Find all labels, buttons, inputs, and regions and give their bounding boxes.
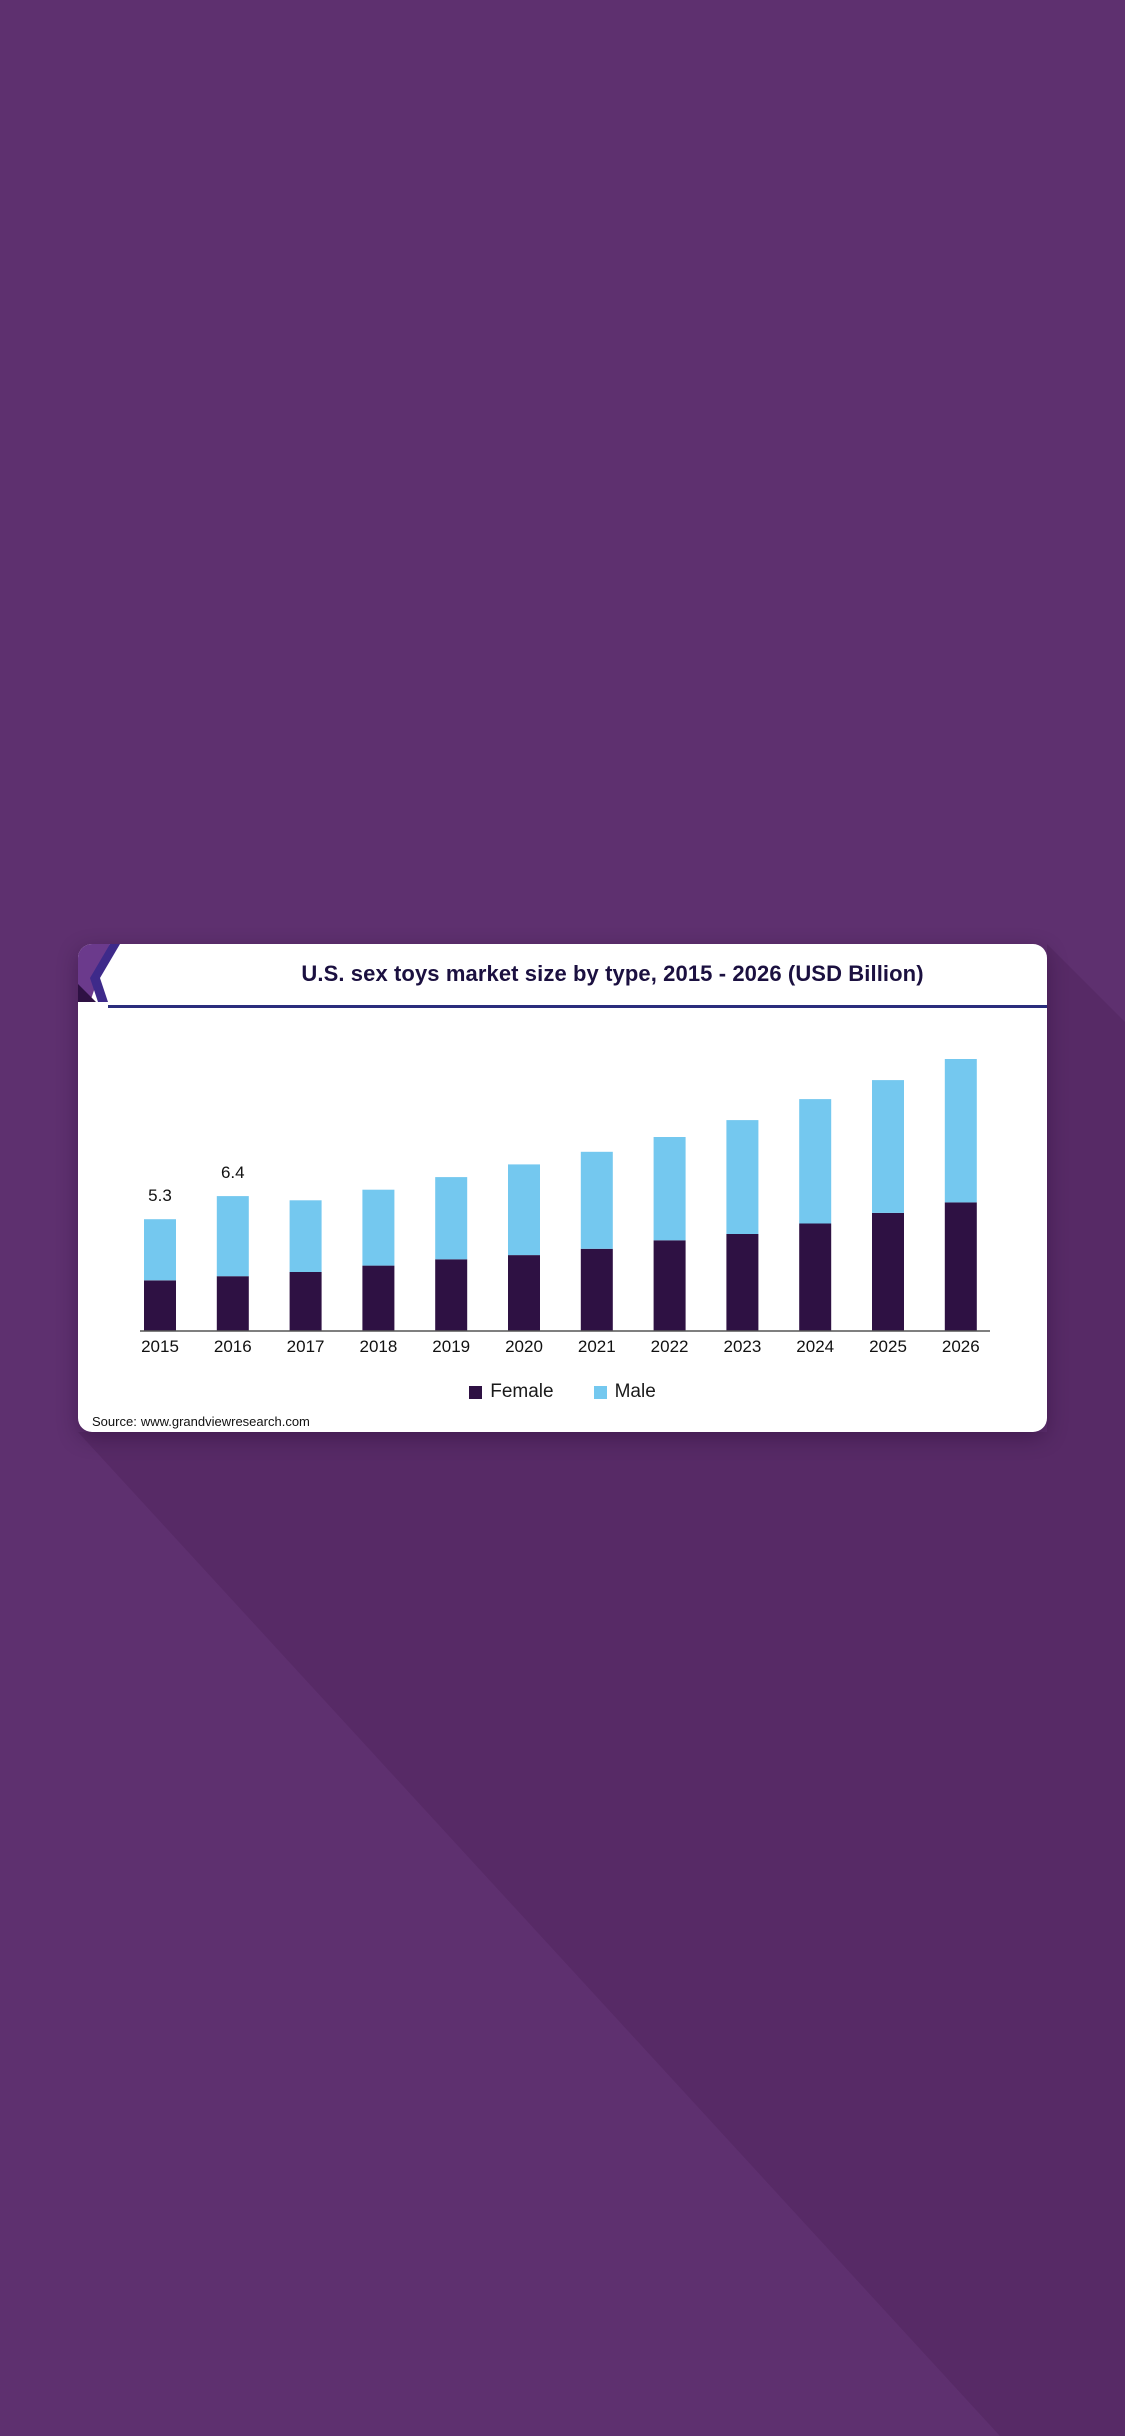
source-prefix: Source: xyxy=(92,1414,137,1429)
source-url: www.grandviewresearch.com xyxy=(140,1414,310,1429)
source-note: Source: www.grandviewresearch.com xyxy=(92,1414,310,1429)
header-corner-decoration xyxy=(78,944,120,1002)
bar-male-2015 xyxy=(144,1219,176,1281)
bar-male-2024 xyxy=(799,1099,832,1224)
x-tick-label-2021: 2021 xyxy=(578,1337,616,1356)
x-tick-label-2018: 2018 xyxy=(359,1337,397,1356)
bar-male-2026 xyxy=(944,1059,977,1203)
bars-layer xyxy=(144,1059,977,1331)
bar-male-2025 xyxy=(872,1080,904,1213)
legend-label-female: Female xyxy=(490,1381,554,1402)
data-label-2015: 5.3 xyxy=(148,1186,172,1205)
x-tick-label-2024: 2024 xyxy=(796,1337,834,1356)
bar-female-2018 xyxy=(362,1265,395,1331)
header-divider xyxy=(108,1005,1047,1008)
bar-male-2020 xyxy=(508,1164,540,1256)
chart-header: U.S. sex toys market size by type, 2015 … xyxy=(78,944,1047,1008)
bar-female-2016 xyxy=(216,1276,249,1331)
data-label-2016: 6.4 xyxy=(221,1163,245,1182)
bar-female-2019 xyxy=(435,1259,468,1331)
data-labels: 5.3 6.4 xyxy=(148,1163,244,1205)
bar-female-2020 xyxy=(508,1255,540,1331)
bar-female-2015 xyxy=(144,1280,176,1331)
x-tick-label-2026: 2026 xyxy=(942,1337,980,1356)
x-tick-label-2023: 2023 xyxy=(723,1337,761,1356)
bar-male-2017 xyxy=(289,1200,322,1272)
x-tick-label-2020: 2020 xyxy=(505,1337,543,1356)
chart-legend: Female Male xyxy=(78,1380,1047,1404)
stacked-bar-chart: 2015 2016 2017 2018 2019 2020 2021 2022 2023 2024… xyxy=(140,1059,990,1356)
bar-female-2026 xyxy=(944,1202,977,1331)
bar-female-2021 xyxy=(580,1248,613,1331)
x-tick-label-2017: 2017 xyxy=(287,1337,325,1356)
bar-female-2017 xyxy=(289,1272,322,1331)
x-tick-label-2019: 2019 xyxy=(432,1337,470,1356)
x-tick-label-2022: 2022 xyxy=(651,1337,689,1356)
legend-swatch-female xyxy=(469,1385,483,1399)
bar-male-2023 xyxy=(726,1120,759,1234)
bar-female-2025 xyxy=(872,1212,904,1331)
bar-male-2018 xyxy=(362,1189,395,1266)
bar-female-2022 xyxy=(653,1240,686,1331)
legend-swatch-male xyxy=(593,1385,607,1399)
bar-male-2016 xyxy=(216,1196,249,1277)
x-tick-label-2016: 2016 xyxy=(214,1337,252,1356)
legend-label-male: Male xyxy=(614,1381,656,1402)
bar-male-2021 xyxy=(580,1151,613,1249)
bar-male-2019 xyxy=(435,1177,468,1260)
chart-title: U.S. sex toys market size by type, 2015 … xyxy=(301,961,924,986)
chart-card: U.S. sex toys market size by type, 2015 … xyxy=(78,944,1047,1432)
bar-female-2024 xyxy=(799,1223,832,1331)
legend-item-male: Male xyxy=(593,1380,656,1404)
bar-female-2023 xyxy=(726,1234,759,1331)
x-tick-labels: 2015 2016 2017 2018 2019 2020 2021 2022 2023 2024… xyxy=(141,1337,980,1356)
bar-male-2022 xyxy=(653,1137,686,1241)
legend-item-female: Female xyxy=(469,1380,554,1404)
x-tick-label-2025: 2025 xyxy=(869,1337,907,1356)
x-tick-label-2015: 2015 xyxy=(141,1337,179,1356)
